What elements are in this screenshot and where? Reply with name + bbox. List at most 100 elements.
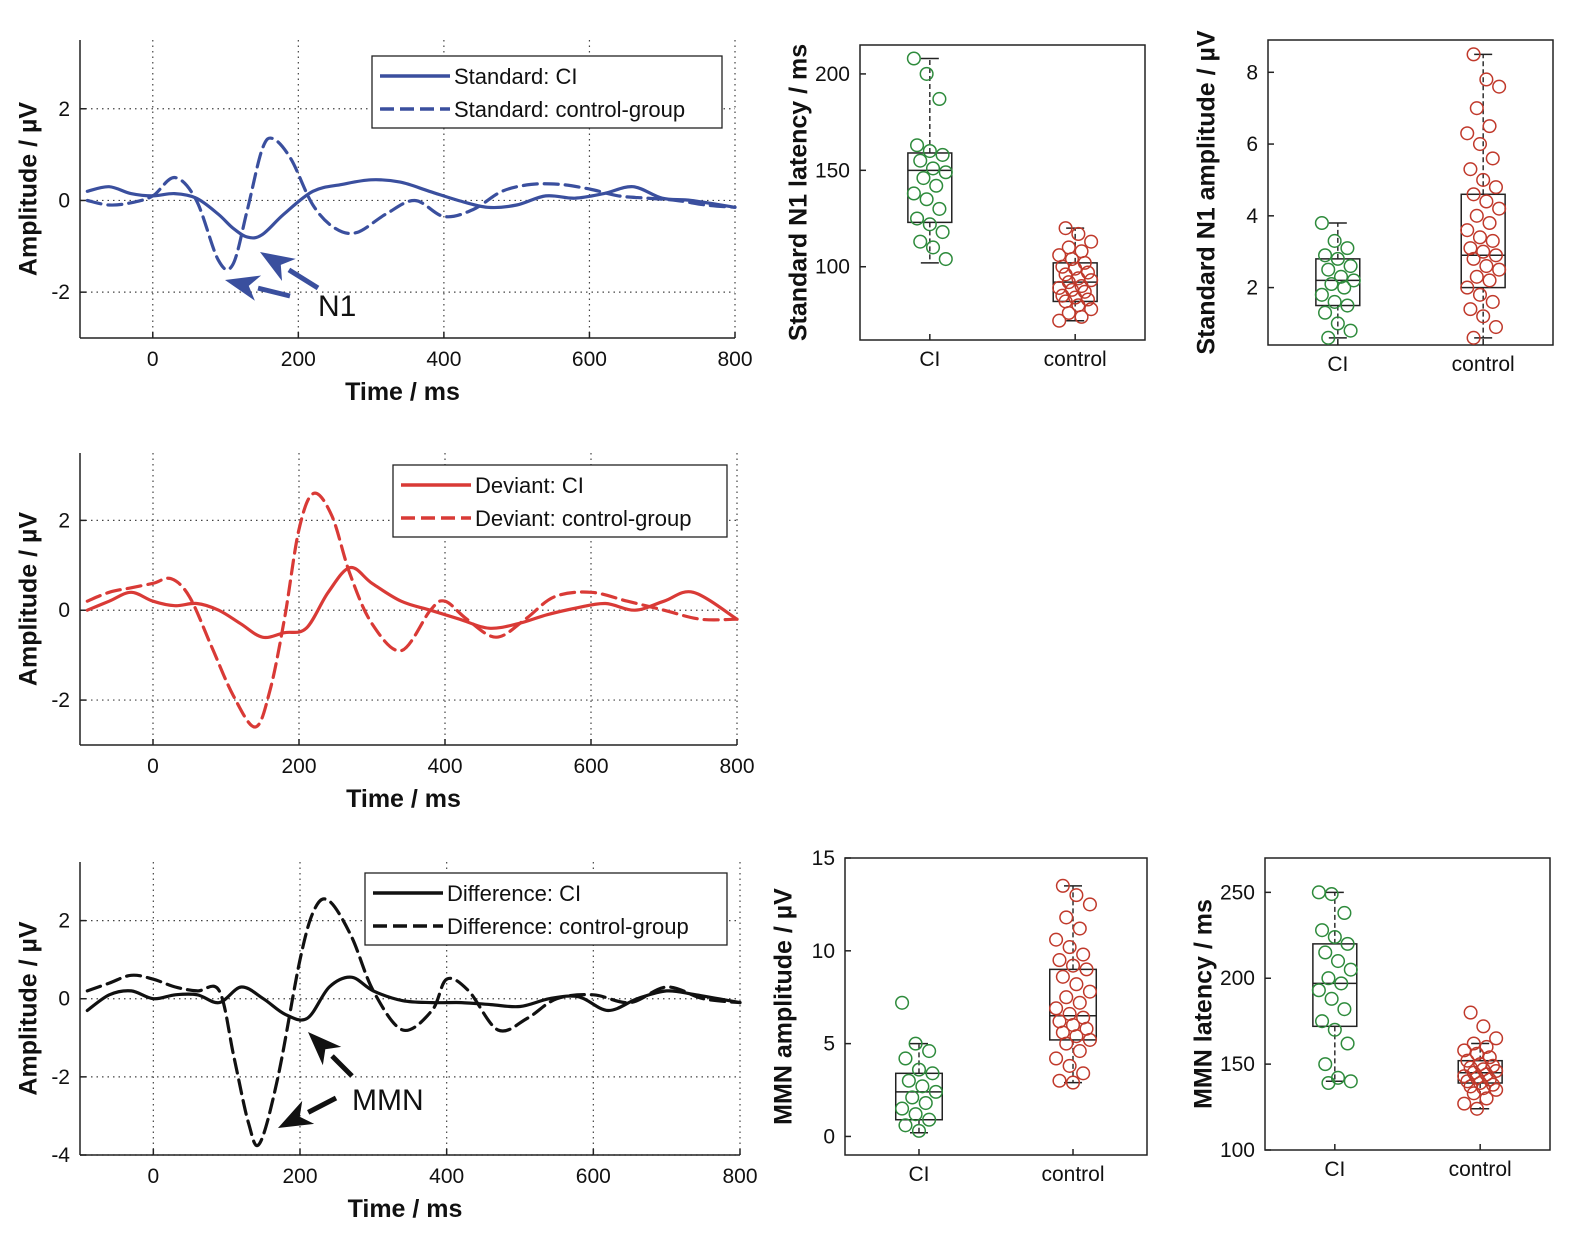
- legend-box: [392, 464, 728, 538]
- mmn-arrow-b-shaft: [307, 1095, 338, 1115]
- data-point: [1327, 1022, 1342, 1037]
- plot-frame: [1264, 857, 1551, 1151]
- y-tick-label: -2: [51, 281, 70, 304]
- data-point: [1472, 230, 1488, 245]
- data-point: [1334, 976, 1349, 991]
- data-point: [1315, 1014, 1330, 1029]
- data-point: [932, 201, 947, 216]
- data-point: [1059, 1036, 1074, 1051]
- x-tick-label: 200: [281, 755, 316, 778]
- data-point: [1076, 947, 1091, 962]
- data-point: [1324, 276, 1339, 292]
- data-point: [1479, 194, 1494, 209]
- series-line-ci: [85, 565, 739, 640]
- data-point: [910, 211, 925, 226]
- data-point: [935, 224, 950, 240]
- data-point: [1062, 940, 1077, 955]
- data-point: [898, 1118, 913, 1133]
- mmn-arrow-a-shaft: [330, 1054, 354, 1078]
- plot-frame: [844, 857, 1148, 1156]
- data-point: [925, 1066, 940, 1081]
- data-point: [1476, 1019, 1491, 1034]
- mmn-arrow-a-head: [308, 1032, 342, 1066]
- data-point: [1321, 330, 1336, 345]
- y-tick-label: 150: [815, 159, 850, 182]
- data-point: [1069, 977, 1084, 992]
- x-axis-title: Time / ms: [345, 378, 460, 406]
- data-point: [1314, 287, 1329, 302]
- data-point: [1058, 267, 1073, 282]
- iqr-box: [1049, 968, 1098, 1041]
- n1-arrow-a-shaft: [257, 285, 291, 299]
- data-point: [1072, 1044, 1087, 1059]
- data-point: [1318, 945, 1333, 960]
- data-point: [1463, 241, 1478, 256]
- data-point: [1489, 1031, 1504, 1046]
- x-tick-label: 800: [719, 755, 754, 778]
- data-point: [906, 51, 921, 66]
- data-point: [1059, 910, 1074, 925]
- data-point: [1314, 215, 1329, 231]
- data-point: [1330, 954, 1346, 969]
- data-point: [1460, 223, 1475, 238]
- data-point: [1065, 1075, 1081, 1090]
- data-point: [1052, 313, 1067, 328]
- mmn-latency-panel: 100 150 200 250 CI control MMN latency / ms: [1190, 857, 1551, 1181]
- data-point: [1071, 226, 1086, 242]
- n1-arrow-a-head: [225, 275, 262, 301]
- y-tick-label: 5: [823, 1033, 835, 1056]
- box-control: [1049, 878, 1098, 1090]
- data-point: [925, 240, 941, 255]
- y-tick-label: 200: [1220, 967, 1255, 990]
- data-point: [1327, 929, 1342, 945]
- y-tick-label: -2: [51, 1066, 70, 1089]
- data-point: [908, 1107, 923, 1122]
- data-point: [1457, 1096, 1472, 1111]
- data-point: [1321, 262, 1336, 277]
- category-label: CI: [1327, 353, 1348, 376]
- data-point: [929, 178, 944, 193]
- data-point: [1457, 1043, 1472, 1058]
- data-point: [1076, 1066, 1091, 1081]
- data-point: [1084, 234, 1099, 249]
- data-point: [1052, 953, 1067, 968]
- data-point: [1476, 244, 1491, 259]
- y-tick-label: 2: [58, 98, 70, 121]
- series-line-control-group: [85, 136, 737, 272]
- y-tick-label: 0: [58, 988, 70, 1011]
- x-tick-label: 400: [426, 348, 461, 371]
- data-point: [1469, 101, 1484, 116]
- data-point: [1460, 280, 1475, 295]
- data-point: [1055, 878, 1070, 893]
- data-point: [1333, 269, 1349, 284]
- y-tick-label: 2: [58, 910, 70, 933]
- data-point: [1311, 983, 1326, 998]
- data-point: [1079, 962, 1094, 977]
- data-point: [1482, 1050, 1497, 1065]
- data-point: [1492, 79, 1507, 94]
- category-label: CI: [1324, 1158, 1345, 1181]
- x-tick-label: 0: [147, 755, 159, 778]
- data-point: [1488, 180, 1503, 195]
- box-CI: [1314, 215, 1361, 345]
- data-point: [919, 192, 934, 207]
- n1-arrow-b-shaft: [287, 267, 320, 291]
- y-tick-label: 100: [815, 256, 850, 279]
- legend-label: Standard: CI: [454, 64, 578, 89]
- category-label: control: [1449, 1158, 1512, 1181]
- y-tick-label: 0: [58, 599, 70, 622]
- data-point: [910, 138, 925, 153]
- data-point: [1072, 995, 1087, 1010]
- data-point: [922, 143, 937, 159]
- mmn-annotation-label: MMN: [352, 1084, 424, 1117]
- data-point: [1479, 259, 1494, 274]
- y-tick-label: 4: [1246, 205, 1258, 228]
- data-point: [1330, 251, 1345, 266]
- data-point: [916, 170, 931, 186]
- x-tick-label: 600: [572, 348, 607, 371]
- data-point: [1488, 320, 1503, 335]
- data-point: [1466, 251, 1481, 266]
- data-point: [1052, 1073, 1067, 1088]
- data-point: [1346, 273, 1361, 288]
- data-point: [1072, 921, 1087, 936]
